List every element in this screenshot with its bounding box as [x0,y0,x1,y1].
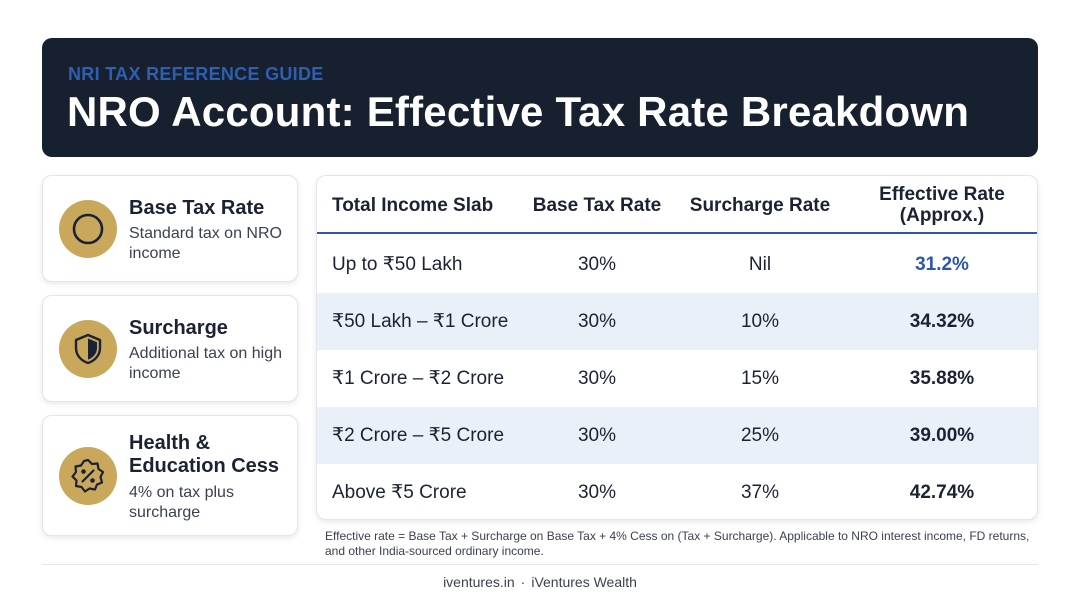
cell-base-tax: 30% [577,424,617,446]
cell-surcharge: 15% [740,367,780,389]
cell-base-tax: 30% [577,253,617,275]
footer-separator: · [520,574,526,590]
card-description: 4% on tax plus surcharge [129,484,234,521]
cell-income-slab: ₹2 Crore – ₹5 Crore [332,425,505,446]
column-header-income-slab: Total Income Slab [332,194,494,216]
footer: iventures.in · iVentures Wealth [0,574,1080,590]
cell-income-slab: Above ₹5 Crore [332,482,467,503]
cell-income-slab: ₹1 Crore – ₹2 Crore [332,368,505,389]
shield-icon [59,320,117,378]
cell-effective-rate: 35.88% [909,367,975,389]
cell-surcharge: 37% [740,481,780,503]
header-kicker: NRI TAX REFERENCE GUIDE [68,64,324,84]
percent-badge-icon [59,447,117,505]
footer-site-link[interactable]: iventures.in [443,574,515,590]
column-header-surcharge: Surcharge Rate [689,194,831,216]
info-card-surcharge: Surcharge Additional tax on high income [42,295,298,402]
table-row: ₹2 Crore – ₹5 Crore 30% 25% 39.00% [317,407,1037,464]
card-title: Base Tax Rate [129,197,265,219]
header-banner: NRI TAX REFERENCE GUIDE NRO Account: Eff… [42,38,1038,157]
cell-effective-rate: 34.32% [909,310,975,332]
footnote: Effective rate = Base Tax + Surcharge on… [325,529,1030,558]
column-header-effective-rate: Effective Rate (Approx.) [879,184,1005,226]
cell-base-tax: 30% [577,310,617,332]
cell-income-slab: ₹50 Lakh – ₹1 Crore [332,311,509,332]
table-header: Total Income Slab Base Tax Rate Surcharg… [317,176,1037,234]
table-row: Above ₹5 Crore 30% 37% 42.74% [317,464,1037,519]
footer-divider [42,564,1038,565]
cell-surcharge: 25% [740,424,780,446]
cell-base-tax: 30% [577,367,617,389]
card-description: Standard tax on NRO income [129,225,282,262]
footer-brand: iVentures Wealth [531,574,637,590]
column-header-base-tax: Base Tax Rate [532,194,662,216]
tax-rate-table: Total Income Slab Base Tax Rate Surcharg… [316,175,1038,520]
table-row: ₹50 Lakh – ₹1 Crore 30% 10% 34.32% [317,293,1037,350]
info-card-cess: Health & Education Cess 4% on tax plus s… [42,415,298,536]
cell-surcharge: Nil [748,253,772,275]
table-row: Up to ₹50 Lakh 30% Nil 31.2% [317,236,1037,293]
cell-effective-rate: 31.2% [915,253,969,275]
page-title: NRO Account: Effective Tax Rate Breakdow… [67,88,970,135]
cell-effective-rate: 39.00% [909,424,975,446]
cell-base-tax: 30% [577,481,617,503]
card-description: Additional tax on high income [129,345,282,382]
card-title: Surcharge [129,317,228,339]
circle-icon [59,200,117,258]
cell-surcharge: 10% [740,310,780,332]
table-row: ₹1 Crore – ₹2 Crore 30% 15% 35.88% [317,350,1037,407]
cell-effective-rate: 42.74% [909,481,975,503]
cell-income-slab: Up to ₹50 Lakh [332,254,463,275]
card-title: Health & Education Cess [129,432,280,477]
info-card-base-tax: Base Tax Rate Standard tax on NRO income [42,175,298,282]
